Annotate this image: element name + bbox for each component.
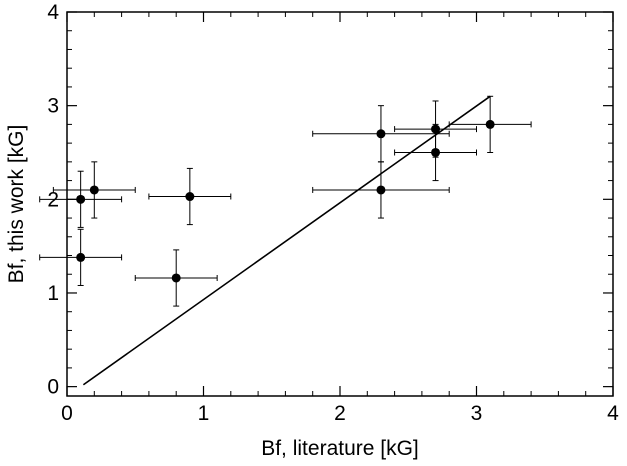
y-tick-label: 3	[47, 95, 59, 118]
data-point	[376, 185, 386, 195]
data-point	[89, 185, 99, 195]
data-marks	[39, 95, 532, 386]
data-point	[431, 147, 441, 157]
x-tick-label: 1	[198, 402, 210, 425]
data-point	[485, 119, 495, 129]
x-tick-label: 0	[61, 402, 73, 425]
data-point	[171, 273, 181, 283]
data-point	[76, 194, 86, 204]
x-tick-label: 3	[471, 402, 483, 425]
data-point	[76, 252, 86, 262]
x-axis-label: Bf, literature [kG]	[261, 437, 419, 460]
reference-line	[82, 95, 491, 386]
y-axis-label: Bf, this work [kG]	[5, 125, 28, 284]
y-tick-label: 1	[47, 282, 59, 305]
data-point	[376, 129, 386, 139]
axis-ticks	[66, 11, 614, 396]
data-point	[185, 192, 195, 202]
x-tick-label: 4	[607, 402, 619, 425]
y-tick-label: 4	[47, 1, 59, 24]
y-tick-label: 0	[47, 376, 59, 399]
x-tick-label: 2	[334, 402, 346, 425]
